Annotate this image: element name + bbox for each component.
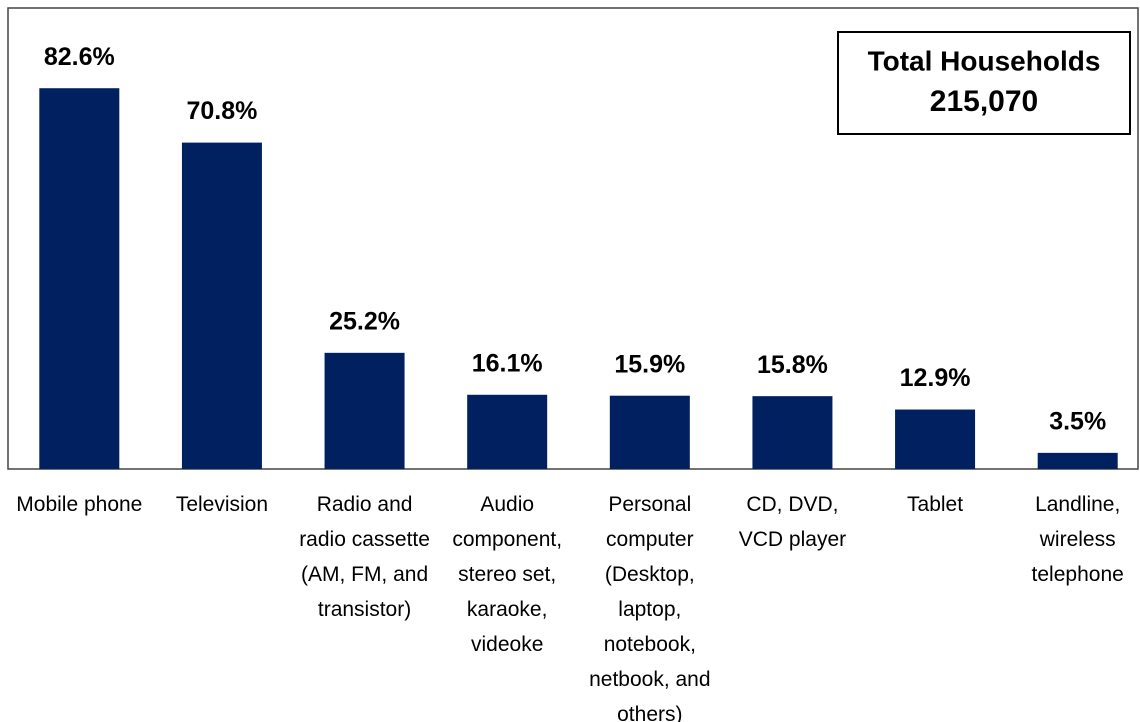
value-label: 3.5% [1049, 407, 1106, 435]
value-label: 25.2% [329, 307, 400, 335]
x-tick-label: Landline, wireless telephone [1031, 493, 1124, 586]
x-tick-label: Television [175, 493, 269, 516]
bar [752, 396, 833, 469]
x-tick-label: Personal computer (Desktop, laptop, note… [589, 493, 711, 722]
value-label: 70.8% [186, 97, 257, 125]
total-value: 215,070 [930, 85, 1038, 118]
value-label: 15.9% [614, 350, 685, 378]
total-box [837, 31, 1131, 135]
x-tick-label: Radio and radio cassette (AM, FM, and tr… [299, 493, 430, 621]
bar [181, 142, 262, 469]
value-label: 12.9% [900, 364, 971, 392]
x-tick-label: CD, DVD, VCD player [738, 493, 847, 551]
plot-frame [7, 7, 1139, 470]
value-label: 82.6% [44, 43, 115, 71]
bar [1037, 452, 1118, 469]
bar [324, 352, 405, 469]
value-label: 15.8% [757, 351, 828, 379]
x-tick-label: Mobile phone [16, 493, 143, 516]
x-tick-label: Audio component, stereo set, karaoke, vi… [452, 493, 563, 656]
bar [39, 88, 120, 470]
bar [467, 394, 548, 469]
x-tick-label: Tablet [907, 493, 964, 516]
bar [895, 409, 976, 469]
total-title: Total Households [868, 45, 1101, 76]
bar [609, 395, 690, 469]
value-label: 16.1% [472, 349, 543, 377]
